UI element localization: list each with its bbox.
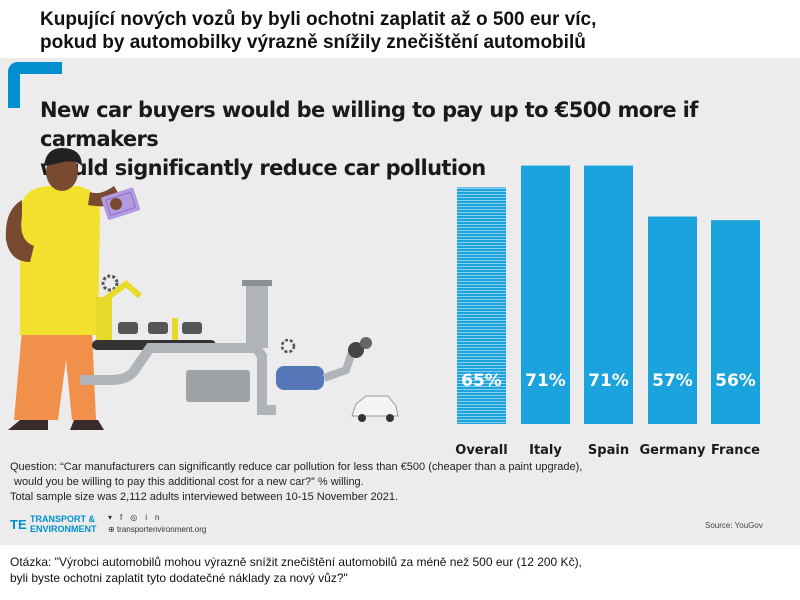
category-label: France <box>711 443 760 458</box>
woman-shirt <box>20 186 100 335</box>
category-label: Germany <box>640 443 706 458</box>
czech-title-line1: Kupující nových vozů by byli ochotni zap… <box>40 9 597 30</box>
corner-bracket-decoration <box>8 62 62 108</box>
twitter-icon[interactable]: ▾ <box>108 513 121 522</box>
czech-question: Otázka: "Výrobci automobilů mohou výrazn… <box>10 554 790 586</box>
logo-line2: ENVIRONMENT <box>30 524 97 534</box>
czech-question-line1: Otázka: "Výrobci automobilů mohou výrazn… <box>10 555 582 569</box>
bar-chart: 65% Overall 71% Italy 71% Spain 57% Germany 56% F… <box>455 165 760 458</box>
logo-line1: TRANSPORT & <box>30 514 95 524</box>
question-line1: Question: “Car manufacturers can signifi… <box>10 461 583 473</box>
linkedin-icon[interactable]: in <box>145 513 168 522</box>
transport-environment-logo: TE TRANSPORT & ENVIRONMENT <box>10 514 110 534</box>
bar-value-label: 57% <box>652 371 693 391</box>
car-factory-illustration <box>92 274 216 350</box>
instagram-icon[interactable]: ◎ <box>130 513 146 522</box>
survey-question: Question: “Car manufacturers can signifi… <box>10 460 610 505</box>
sample-note: Total sample size was 2,112 adults inter… <box>10 491 399 503</box>
question-line2: would you be willing to pay this additio… <box>14 476 364 488</box>
bar-value-label: 56% <box>715 371 756 391</box>
bar-overall <box>457 187 506 424</box>
czech-question-line2: byli byste ochotni zaplatit tyto dodateč… <box>10 571 348 585</box>
bar-france <box>711 220 760 424</box>
czech-title-line2: pokud by automobilky výrazně snížily zne… <box>40 32 586 53</box>
gear-icon <box>101 274 119 292</box>
gear-icon <box>280 338 296 354</box>
woman-illustration <box>5 148 140 430</box>
infographic-title: New car buyers would be willing to pay u… <box>40 96 800 183</box>
bar-value-label: 71% <box>588 371 629 391</box>
woman-trousers <box>14 330 96 420</box>
bar-value-label: 71% <box>525 371 566 391</box>
czech-title: Kupující nových vozů by byli ochotni zap… <box>40 8 780 54</box>
infographic-title-line1: New car buyers would be willing to pay u… <box>40 98 698 151</box>
category-label: Overall <box>455 443 507 458</box>
te-logo-icon: TE <box>10 517 27 532</box>
facebook-icon[interactable]: f <box>120 513 131 522</box>
exhaust-pipe-illustration <box>80 280 372 415</box>
category-label: Spain <box>588 443 629 458</box>
website-link[interactable]: ⊕ transportenvironment.org <box>108 525 207 534</box>
logo-text: TRANSPORT & ENVIRONMENT <box>30 514 97 534</box>
category-label: Italy <box>529 443 562 458</box>
social-icons: ▾f◎in <box>108 513 167 522</box>
bar-value-label: 65% <box>461 371 502 391</box>
source-note: Source: YouGov <box>705 521 763 530</box>
bar-spain <box>584 165 633 424</box>
bar-italy <box>521 165 570 424</box>
car-icon <box>351 395 399 422</box>
infographic-title-line2: would significantly reduce car pollution <box>40 156 486 180</box>
website-text: transportenvironment.org <box>116 525 207 534</box>
bar-germany <box>648 216 697 424</box>
